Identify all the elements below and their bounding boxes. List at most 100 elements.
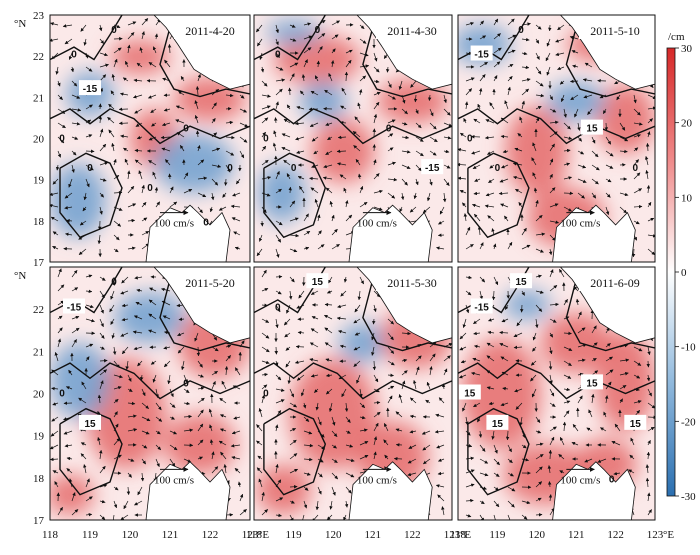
vector-arrow [493,33,501,40]
vector-arrow [154,33,159,40]
vector-arrow [605,136,612,145]
vector-arrow [583,94,593,99]
vector-arrow [121,346,129,355]
vector-arrow [211,102,217,110]
vector-arrow [296,374,305,381]
vector-arrow [133,94,143,99]
vector-arrow [619,206,627,214]
vector-arrow [99,276,106,281]
vector-arrow [108,129,115,138]
negative-anomaly-blob [546,81,606,122]
contour-label-box [63,298,85,314]
vector-arrow [154,186,159,194]
vector-arrow [127,374,132,382]
positive-anomaly-blob [273,34,361,85]
vector-arrow [135,122,143,127]
vector-arrow [141,388,146,397]
vector-arrow [559,80,565,85]
vector-arrow [125,60,129,68]
vector-arrow [275,220,283,226]
vector-arrow [225,164,231,173]
vector-arrow [493,75,498,82]
vector-arrow [633,108,641,116]
vector-arrow [353,145,361,152]
vector-arrow [178,317,185,321]
vector-arrow [177,346,185,354]
vector-arrow [272,142,277,152]
vector-arrow [99,74,107,82]
vector-arrow [591,150,599,158]
vector-arrow [591,136,596,144]
vector-arrow [57,315,63,320]
vector-arrow [113,248,119,253]
vector-arrow [57,136,65,144]
vector-arrow [210,192,215,201]
vector-arrow [549,143,555,152]
vector-arrow [644,156,649,166]
vector-arrow [549,234,556,241]
vector-arrow [175,119,185,124]
vector-arrow [111,332,115,339]
vector-arrow [177,332,185,337]
vector-arrow [415,108,419,114]
contour-label: 0 [495,163,501,174]
vector-arrow [331,48,336,54]
vector-arrow [577,122,581,131]
vector-arrow [239,122,249,128]
vector-arrow [275,304,281,313]
vector-arrow [155,416,163,422]
vector-arrow [83,464,87,474]
vector-arrow [50,216,59,222]
vector-arrow [120,134,129,139]
panel-date: 2011-5-10 [590,24,640,38]
vector-arrow [387,80,392,88]
vector-arrow [339,344,347,349]
vector-arrow [57,338,62,348]
vector-arrow [85,104,93,110]
vector-arrow [325,187,333,194]
vector-arrow [331,228,338,236]
vector-arrow [303,246,310,251]
vector-arrow [162,315,171,320]
vector-arrow [463,213,468,222]
vector-arrow [164,59,171,68]
vector-arrow [521,78,531,82]
vector-arrow [261,159,269,166]
contour-label: 0 [609,475,615,486]
y-tick-label: 17 [33,515,45,527]
vector-arrow [223,178,228,186]
contour-label: 0 [263,134,269,145]
vector-arrow [113,386,122,390]
vector-arrow [197,159,205,166]
contour-label: 0 [315,25,321,36]
vector-arrow [99,318,104,328]
negative-anomaly-blob [114,292,186,343]
vector-arrow [68,178,73,188]
vector-arrow [359,24,365,29]
vector-arrow [169,402,176,408]
vector-arrow [220,451,227,460]
vector-arrow [97,436,101,446]
vector-arrow [211,370,218,376]
vector-arrow [488,178,495,184]
contour-label: 15 [586,378,598,389]
vector-arrow [519,116,523,124]
vector-arrow [289,276,295,283]
vector-arrow [324,302,333,307]
vector-arrow [197,192,207,198]
vector-arrow [577,164,587,169]
x-tick-label: 122 [202,529,219,541]
vector-arrow [549,108,557,113]
vector-arrow [85,356,90,362]
vector-arrow [572,64,579,69]
panel-frame [253,14,453,263]
contour-label: 0 [87,163,93,174]
contour-label: 0 [633,163,639,174]
vector-arrow [161,300,171,306]
y-tick-label: 22 [33,51,44,63]
vector-arrow [413,94,418,103]
y-unit-label: °N [14,270,26,282]
vector-arrow [275,101,279,110]
panel-4: -15 0 0 15 0 2011-5-20 100 cm/s [49,266,251,521]
vector-arrow [57,80,61,87]
